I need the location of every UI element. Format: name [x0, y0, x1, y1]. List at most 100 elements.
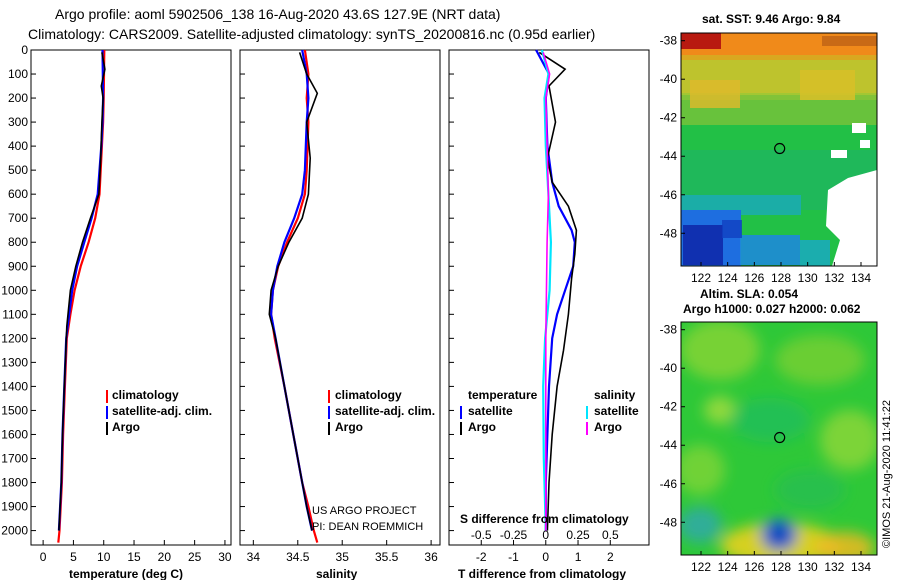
title-line-1: Argo profile: aoml 5902506_138 16-Aug-20…	[55, 6, 500, 22]
depth-tick-label: 200	[8, 91, 28, 105]
sla-argo-location-marker	[774, 431, 786, 444]
difference-panel: -2 -1 0 1 2 -0.5 -0.25 0 0.25 0.5 S difference f…	[448, 49, 650, 580]
diff-s-xtick-label: -0.25	[500, 528, 528, 542]
credit-text: ©IMOS 21-Aug-2020 11:41:22	[881, 400, 893, 548]
legend-satellite-adj: satellite-adj. clim.	[112, 404, 212, 418]
series-line-t-argo	[538, 51, 578, 531]
t-difference-label: T difference from climatology	[458, 567, 626, 580]
depth-tick-label: 300	[8, 115, 28, 129]
diff-xtick-label: 1	[575, 550, 582, 564]
legend-t-argo: Argo	[468, 420, 496, 434]
temperature-xtick-label: 25	[188, 550, 202, 564]
depth-tick-label: 1200	[1, 331, 28, 345]
diff-xtick-label: 2	[607, 550, 614, 564]
legend-s-satellite: satellite	[594, 404, 639, 418]
map-lat-tick-label: -46	[660, 477, 678, 491]
watermark-line-1: US ARGO PROJECT	[312, 505, 417, 517]
legend-climatology: climatology	[112, 388, 179, 402]
sst-map-frame	[680, 32, 878, 267]
sla-map-title-2: Argo h1000: 0.027 h2000: 0.062	[683, 302, 861, 316]
temperature-xtick-label: 30	[218, 550, 232, 564]
sla-map-frame	[680, 321, 878, 556]
sst-map-title: sat. SST: 9.46 Argo: 9.84	[702, 12, 841, 26]
depth-tick-label: 1800	[1, 476, 28, 490]
sst-map-panel: sat. SST: 9.46 Argo: 9.84 122 124 126 1	[660, 12, 878, 285]
depth-tick-label: 1500	[1, 403, 28, 417]
salinity-xtick-label: 34	[247, 550, 261, 564]
depth-tick-label: 1400	[1, 379, 28, 393]
map-lat-tick-label: -48	[660, 226, 678, 240]
s-difference-label: S difference from climatology	[460, 512, 629, 526]
watermark-line-2: PI: DEAN ROEMMICH	[312, 521, 423, 533]
salinity-xtick-label: 35.5	[375, 550, 399, 564]
map-lat-tick-label: -42	[660, 400, 678, 414]
sla-map-title-1: Altim. SLA: 0.054	[700, 287, 798, 301]
depth-tick-label: 800	[8, 235, 28, 249]
map-lon-tick-label: 128	[771, 560, 791, 574]
map-lat-tick-label: -40	[660, 361, 678, 375]
legend-s-argo: Argo	[594, 420, 622, 434]
map-lon-tick-label: 126	[744, 560, 764, 574]
legend-salinity-title: salinity	[594, 388, 636, 402]
series-line-argo	[268, 52, 319, 531]
legend-argo: Argo	[335, 420, 363, 434]
depth-tick-label: 1700	[1, 451, 28, 465]
series-line-s-argo	[542, 52, 551, 531]
temperature-xtick-label: 5	[70, 550, 77, 564]
salinity-xlabel: salinity	[316, 567, 358, 580]
map-lon-tick-label: 130	[798, 271, 818, 285]
legend-argo: Argo	[112, 420, 140, 434]
depth-tick-label: 1300	[1, 355, 28, 369]
depth-tick-label: 600	[8, 187, 28, 201]
legend-satellite-adj: satellite-adj. clim.	[335, 404, 435, 418]
legend-temperature-title: temperature	[468, 388, 538, 402]
depth-tick-label: 1600	[1, 427, 28, 441]
legend-climatology: climatology	[335, 388, 402, 402]
diff-s-xtick-label: 0.5	[602, 528, 619, 542]
series-line-s-satellite	[540, 49, 553, 531]
diff-xtick-label: 0	[542, 550, 549, 564]
map-lon-tick-label: 134	[851, 560, 871, 574]
map-lat-tick-label: -44	[660, 438, 678, 452]
temperature-xtick-label: 0	[40, 550, 47, 564]
depth-tick-label: 100	[8, 67, 28, 81]
depth-tick-label: 400	[8, 139, 28, 153]
difference-legend: temperature salinity satellite Argo sate…	[460, 388, 639, 435]
salinity-panel: 34 34.5 35 35.5 36 salinity climatology sate…	[239, 49, 441, 580]
map-lon-tick-label: 122	[691, 271, 711, 285]
depth-tick-label: 700	[8, 211, 28, 225]
diff-s-xtick-label: -0.5	[471, 528, 492, 542]
map-lon-tick-label: 124	[718, 560, 738, 574]
sst-map-image	[681, 33, 877, 266]
map-lon-tick-label: 126	[744, 271, 764, 285]
depth-tick-label: 0	[21, 43, 28, 57]
temperature-legend: climatology satellite-adj. clim. Argo	[106, 388, 212, 435]
depth-tick-label: 500	[8, 163, 28, 177]
series-line-argo	[58, 52, 106, 531]
diff-s-xtick-label: 0.25	[566, 528, 590, 542]
map-lat-tick-label: -46	[660, 188, 678, 202]
sst-argo-location-marker	[774, 142, 786, 155]
sla-map-panel: Altim. SLA: 0.054 Argo h1000: 0.027 h200…	[660, 287, 878, 574]
salinity-legend: climatology satellite-adj. clim. Argo	[328, 388, 435, 435]
temperature-panel: 0 5 10 15 20 25 30 0 100 200 300 400 500 600 700 800 90…	[1, 43, 232, 580]
map-lon-tick-label: 132	[824, 560, 844, 574]
legend-t-satellite: satellite	[468, 404, 513, 418]
temperature-xlabel: temperature (deg C)	[69, 567, 183, 580]
depth-tick-label: 1000	[1, 283, 28, 297]
map-lon-tick-label: 124	[718, 271, 738, 285]
map-lon-tick-label: 130	[798, 560, 818, 574]
salinity-xtick-label: 34.5	[286, 550, 310, 564]
salinity-xtick-label: 36	[424, 550, 438, 564]
map-lat-tick-label: -38	[660, 323, 678, 337]
diff-s-xtick-label: 0	[542, 528, 549, 542]
temperature-xtick-label: 15	[127, 550, 141, 564]
map-lat-tick-label: -44	[660, 149, 678, 163]
map-lat-tick-label: -48	[660, 515, 678, 529]
depth-tick-label: 2000	[1, 524, 28, 538]
diff-xtick-label: -2	[476, 550, 487, 564]
depth-tick-label: 1100	[2, 307, 28, 321]
temperature-xtick-label: 10	[97, 550, 111, 564]
depth-tick-label: 900	[8, 259, 28, 273]
